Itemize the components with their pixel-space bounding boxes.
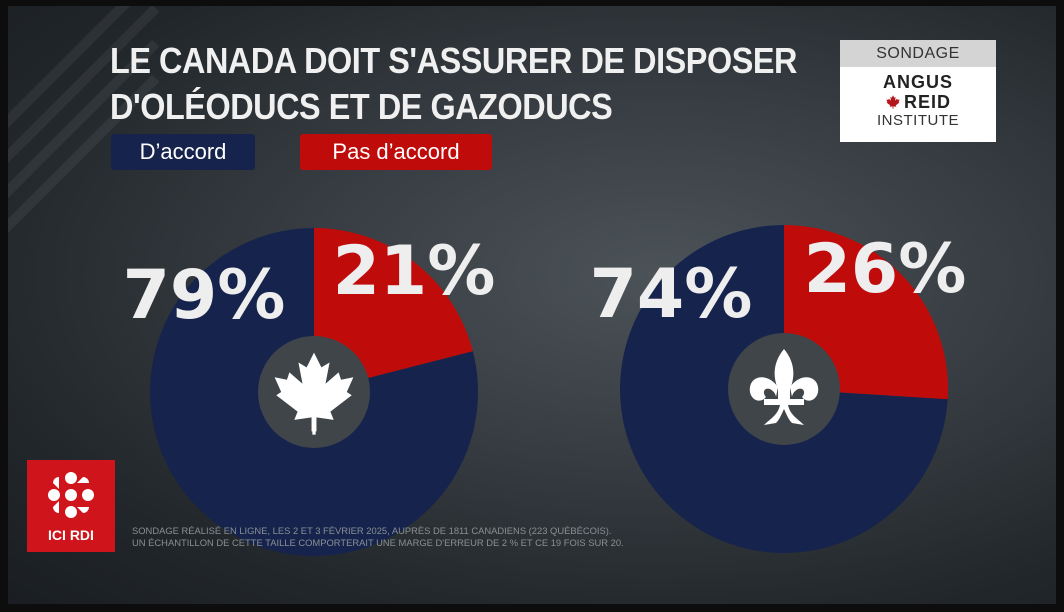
donut-charts: 79% 21% 74% 26%: [123, 225, 967, 556]
legend-disagree: Pas d’accord: [300, 134, 492, 170]
slice-disagree: [314, 228, 473, 392]
donut-chart-2: 74% 26%: [590, 225, 967, 553]
fleur-de-lis-icon: [749, 349, 819, 425]
donut-chart-1: 79% 21%: [123, 228, 496, 556]
chart-title-line-1: LE CANADA DOIT S'ASSURER DE DISPOSER: [110, 40, 797, 81]
badge-org-line-3: INSTITUTE: [877, 112, 959, 129]
badge-org-row: REID: [840, 92, 996, 112]
broadcast-graphic: LE CANADA DOIT S'ASSURER DE DISPOSER D'O…: [8, 6, 1056, 604]
logo-label: ICI RDI: [48, 527, 94, 543]
chart-title: LE CANADA DOIT S'ASSURER DE DISPOSER D'O…: [110, 38, 797, 130]
data-label-disagree: 21%: [333, 232, 496, 311]
maple-leaf-icon: [886, 95, 900, 109]
footnote-line-2: UN ÉCHANTILLON DE CETTE TAILLE COMPORTER…: [132, 537, 624, 548]
data-label-agree: 79%: [123, 256, 286, 335]
source-badge: SONDAGE ANGUS REID INSTITUTE: [840, 40, 996, 142]
ici-rdi-logo: ICI RDI: [27, 460, 115, 552]
maple-leaf-icon: [274, 352, 354, 435]
badge-label: SONDAGE: [840, 40, 996, 67]
badge-org-line-2: REID: [903, 92, 951, 112]
data-label-agree: 74%: [590, 255, 753, 334]
footnote-line-1: SONDAGE RÉALISÉ EN LIGNE, LES 2 ET 3 FÉV…: [132, 525, 612, 536]
badge-org-line-1: ANGUS: [882, 72, 953, 92]
data-label-disagree: 26%: [804, 230, 967, 309]
legend-agree: D’accord: [111, 134, 255, 170]
methodology-footnote: SONDAGE RÉALISÉ EN LIGNE, LES 2 ET 3 FÉV…: [132, 525, 752, 549]
radio-canada-gem-icon: [48, 472, 94, 518]
chart-title-line-2: D'OLÉODUCS ET DE GAZODUCS: [110, 86, 613, 127]
